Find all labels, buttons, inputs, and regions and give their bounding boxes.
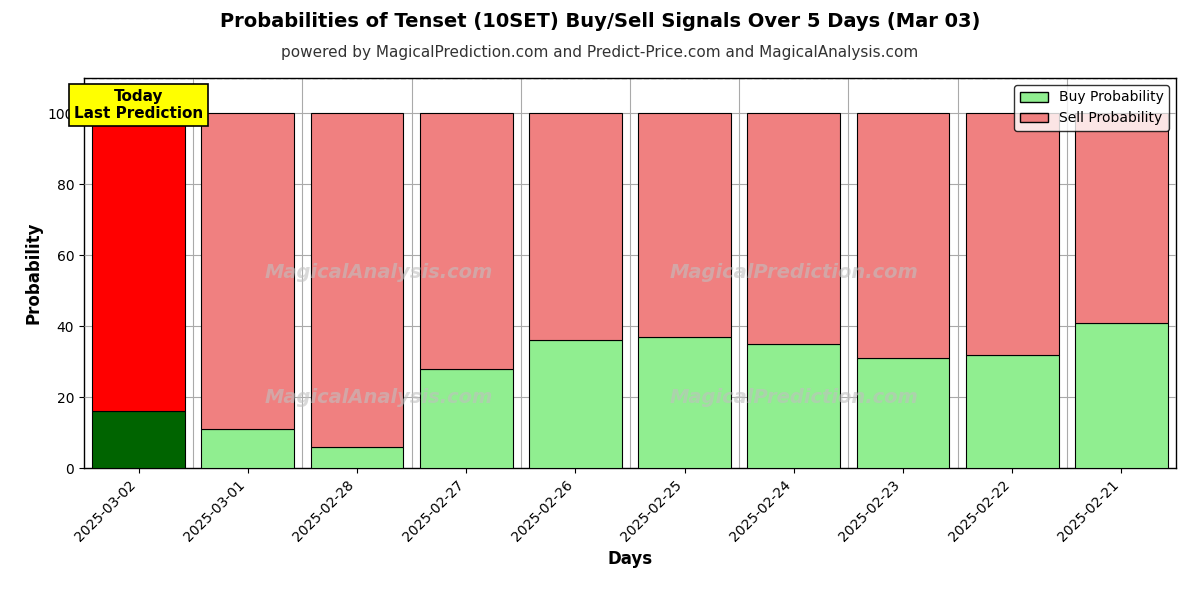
Text: Today
Last Prediction: Today Last Prediction bbox=[74, 89, 203, 121]
Text: MagicalAnalysis.com: MagicalAnalysis.com bbox=[265, 388, 493, 407]
Bar bbox=[748, 113, 840, 344]
Bar bbox=[638, 337, 731, 468]
Y-axis label: Probability: Probability bbox=[24, 222, 42, 324]
Bar bbox=[638, 113, 731, 337]
Bar bbox=[420, 369, 512, 468]
X-axis label: Days: Days bbox=[607, 550, 653, 568]
Bar bbox=[748, 344, 840, 468]
Bar bbox=[966, 355, 1058, 468]
Bar bbox=[202, 429, 294, 468]
Legend: Buy Probability, Sell Probability: Buy Probability, Sell Probability bbox=[1014, 85, 1169, 131]
Text: powered by MagicalPrediction.com and Predict-Price.com and MagicalAnalysis.com: powered by MagicalPrediction.com and Pre… bbox=[281, 45, 919, 60]
Bar bbox=[1075, 113, 1168, 323]
Bar bbox=[420, 113, 512, 369]
Bar bbox=[202, 113, 294, 429]
Bar bbox=[857, 358, 949, 468]
Bar bbox=[529, 113, 622, 340]
Bar bbox=[92, 113, 185, 411]
Bar bbox=[1075, 323, 1168, 468]
Text: MagicalPrediction.com: MagicalPrediction.com bbox=[670, 263, 918, 283]
Text: MagicalPrediction.com: MagicalPrediction.com bbox=[670, 388, 918, 407]
Bar bbox=[966, 113, 1058, 355]
Bar bbox=[92, 411, 185, 468]
Bar bbox=[311, 447, 403, 468]
Bar bbox=[311, 113, 403, 447]
Text: Probabilities of Tenset (10SET) Buy/Sell Signals Over 5 Days (Mar 03): Probabilities of Tenset (10SET) Buy/Sell… bbox=[220, 12, 980, 31]
Text: MagicalAnalysis.com: MagicalAnalysis.com bbox=[265, 263, 493, 283]
Bar bbox=[529, 340, 622, 468]
Bar bbox=[857, 113, 949, 358]
